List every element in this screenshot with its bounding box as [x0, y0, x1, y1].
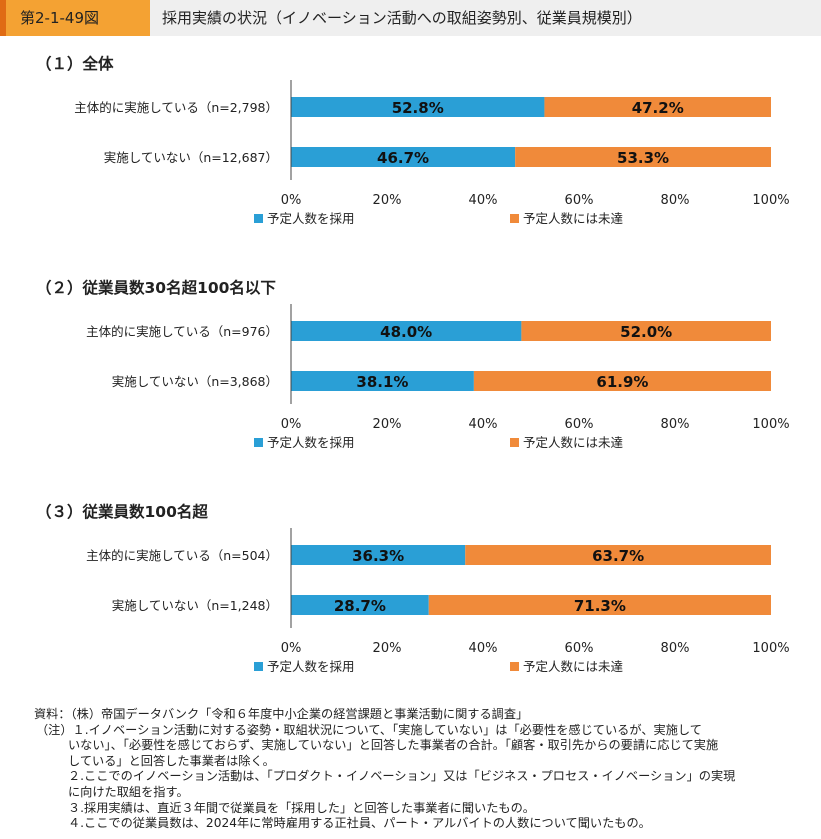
legend-swatch: [254, 662, 263, 671]
legend-label: 予定人数を採用: [267, 211, 355, 226]
data-label: 61.9%: [596, 373, 648, 391]
bar-segment: [291, 97, 545, 117]
legend-swatch: [254, 438, 263, 447]
chart-2-title: （２）従業員数30名超100名以下: [36, 279, 276, 297]
x-tick-label: 0%: [281, 641, 302, 656]
bar-segment: [291, 321, 522, 341]
x-tick-label: 60%: [565, 417, 594, 432]
figure-number: 第2-1-49図: [0, 0, 150, 36]
source-notes: 資料：（株）帝国データバンク「令和６年度中小企業の経営課題と事業活動に関する調査…: [34, 707, 784, 832]
data-label: 28.7%: [334, 597, 386, 615]
bar-segment: [291, 371, 474, 391]
category-label: 実施していない（n=1,248）: [112, 598, 278, 613]
data-label: 52.8%: [392, 99, 444, 117]
data-label: 53.3%: [617, 149, 669, 167]
bar-segment: [291, 595, 429, 615]
category-label: 実施していない（n=12,687）: [104, 150, 278, 165]
category-label: 主体的に実施している（n=976）: [86, 324, 278, 339]
legend-label: 予定人数を採用: [267, 435, 355, 450]
x-tick-label: 20%: [373, 417, 402, 432]
note-source: 資料：（株）帝国データバンク「令和６年度中小企業の経営課題と事業活動に関する調査…: [34, 707, 529, 721]
bar-segment: [515, 147, 771, 167]
x-tick-label: 100%: [752, 641, 789, 656]
data-label: 47.2%: [632, 99, 684, 117]
data-label: 48.0%: [380, 323, 432, 341]
chart-3-over-100-employees: 主体的に実施している（n=504） 36.3% 63.7% 実施していない（n=1,2…: [86, 528, 790, 674]
x-tick-label: 0%: [281, 193, 302, 208]
note-2: ２.ここでのイノベーション活動は、「プロダクト・イノベーション」又は「ビジネス・…: [68, 769, 736, 784]
bar-segment: [465, 545, 771, 565]
x-tick-label: 60%: [565, 193, 594, 208]
note-1: （注）１.イノベーション活動に対する姿勢・取組状況について、「実施していない」は…: [36, 722, 702, 737]
chart-1-title: （１）全体: [36, 55, 114, 73]
legend-swatch: [510, 662, 519, 671]
bar-segment: [473, 371, 771, 391]
x-tick-label: 20%: [373, 641, 402, 656]
note-3: ３.採用実績は、直近３年間で従業員を「採用した」と回答した事業者に聞いたもの。: [68, 800, 535, 815]
x-tick-label: 100%: [752, 193, 789, 208]
legend-label: 予定人数には未達: [523, 435, 624, 450]
note-4: ４.ここでの従業員数は、2024年に常時雇用する正社員、パート・アルバイトの人数…: [68, 816, 651, 831]
chart-2-30-to-100-employees: 主体的に実施している（n=976） 48.0% 52.0% 実施していない（n=3,8…: [86, 304, 790, 450]
data-label: 46.7%: [377, 149, 429, 167]
category-label: 主体的に実施している（n=504）: [86, 548, 278, 563]
bar-segment: [544, 97, 771, 117]
x-tick-label: 80%: [661, 417, 690, 432]
legend-label: 予定人数には未達: [523, 211, 624, 226]
category-label: 実施していない（n=3,868）: [112, 374, 278, 389]
figure-title: 採用実績の状況（イノベーション活動への取組姿勢別、従業員規模別）: [162, 9, 642, 27]
legend-swatch: [254, 214, 263, 223]
x-tick-label: 40%: [469, 641, 498, 656]
x-tick-label: 40%: [469, 417, 498, 432]
data-label: 63.7%: [592, 547, 644, 565]
x-tick-label: 80%: [661, 641, 690, 656]
chart-3-title: （３）従業員数100名超: [36, 503, 208, 521]
legend-label: 予定人数には未達: [523, 659, 624, 674]
category-label: 主体的に実施している（n=2,798）: [74, 100, 278, 115]
note-2-cont: に向けた取組を指す。: [68, 784, 189, 799]
legend-label: 予定人数を採用: [267, 659, 355, 674]
figure-header: 第2-1-49図 採用実績の状況（イノベーション活動への取組姿勢別、従業員規模別…: [0, 0, 821, 36]
x-tick-label: 0%: [281, 417, 302, 432]
note-1-cont: いない」、「必要性を感じておらず、実施していない」と回答した事業者の合計。「顧客…: [68, 738, 719, 753]
chart-1-overall: 主体的に実施している（n=2,798） 52.8% 47.2% 実施していない（n=1…: [74, 80, 790, 226]
bar-segment: [521, 321, 771, 341]
x-tick-label: 60%: [565, 641, 594, 656]
legend-swatch: [510, 438, 519, 447]
x-tick-label: 80%: [661, 193, 690, 208]
x-tick-label: 100%: [752, 417, 789, 432]
bar-segment: [428, 595, 771, 615]
x-tick-label: 40%: [469, 193, 498, 208]
x-tick-label: 20%: [373, 193, 402, 208]
data-label: 52.0%: [620, 323, 672, 341]
data-label: 36.3%: [352, 547, 404, 565]
note-1-cont: している」と回答した事業者は除く。: [68, 753, 275, 768]
data-label: 38.1%: [356, 373, 408, 391]
data-label: 71.3%: [574, 597, 626, 615]
bar-segment: [291, 545, 466, 565]
bar-segment: [291, 147, 516, 167]
legend-swatch: [510, 214, 519, 223]
